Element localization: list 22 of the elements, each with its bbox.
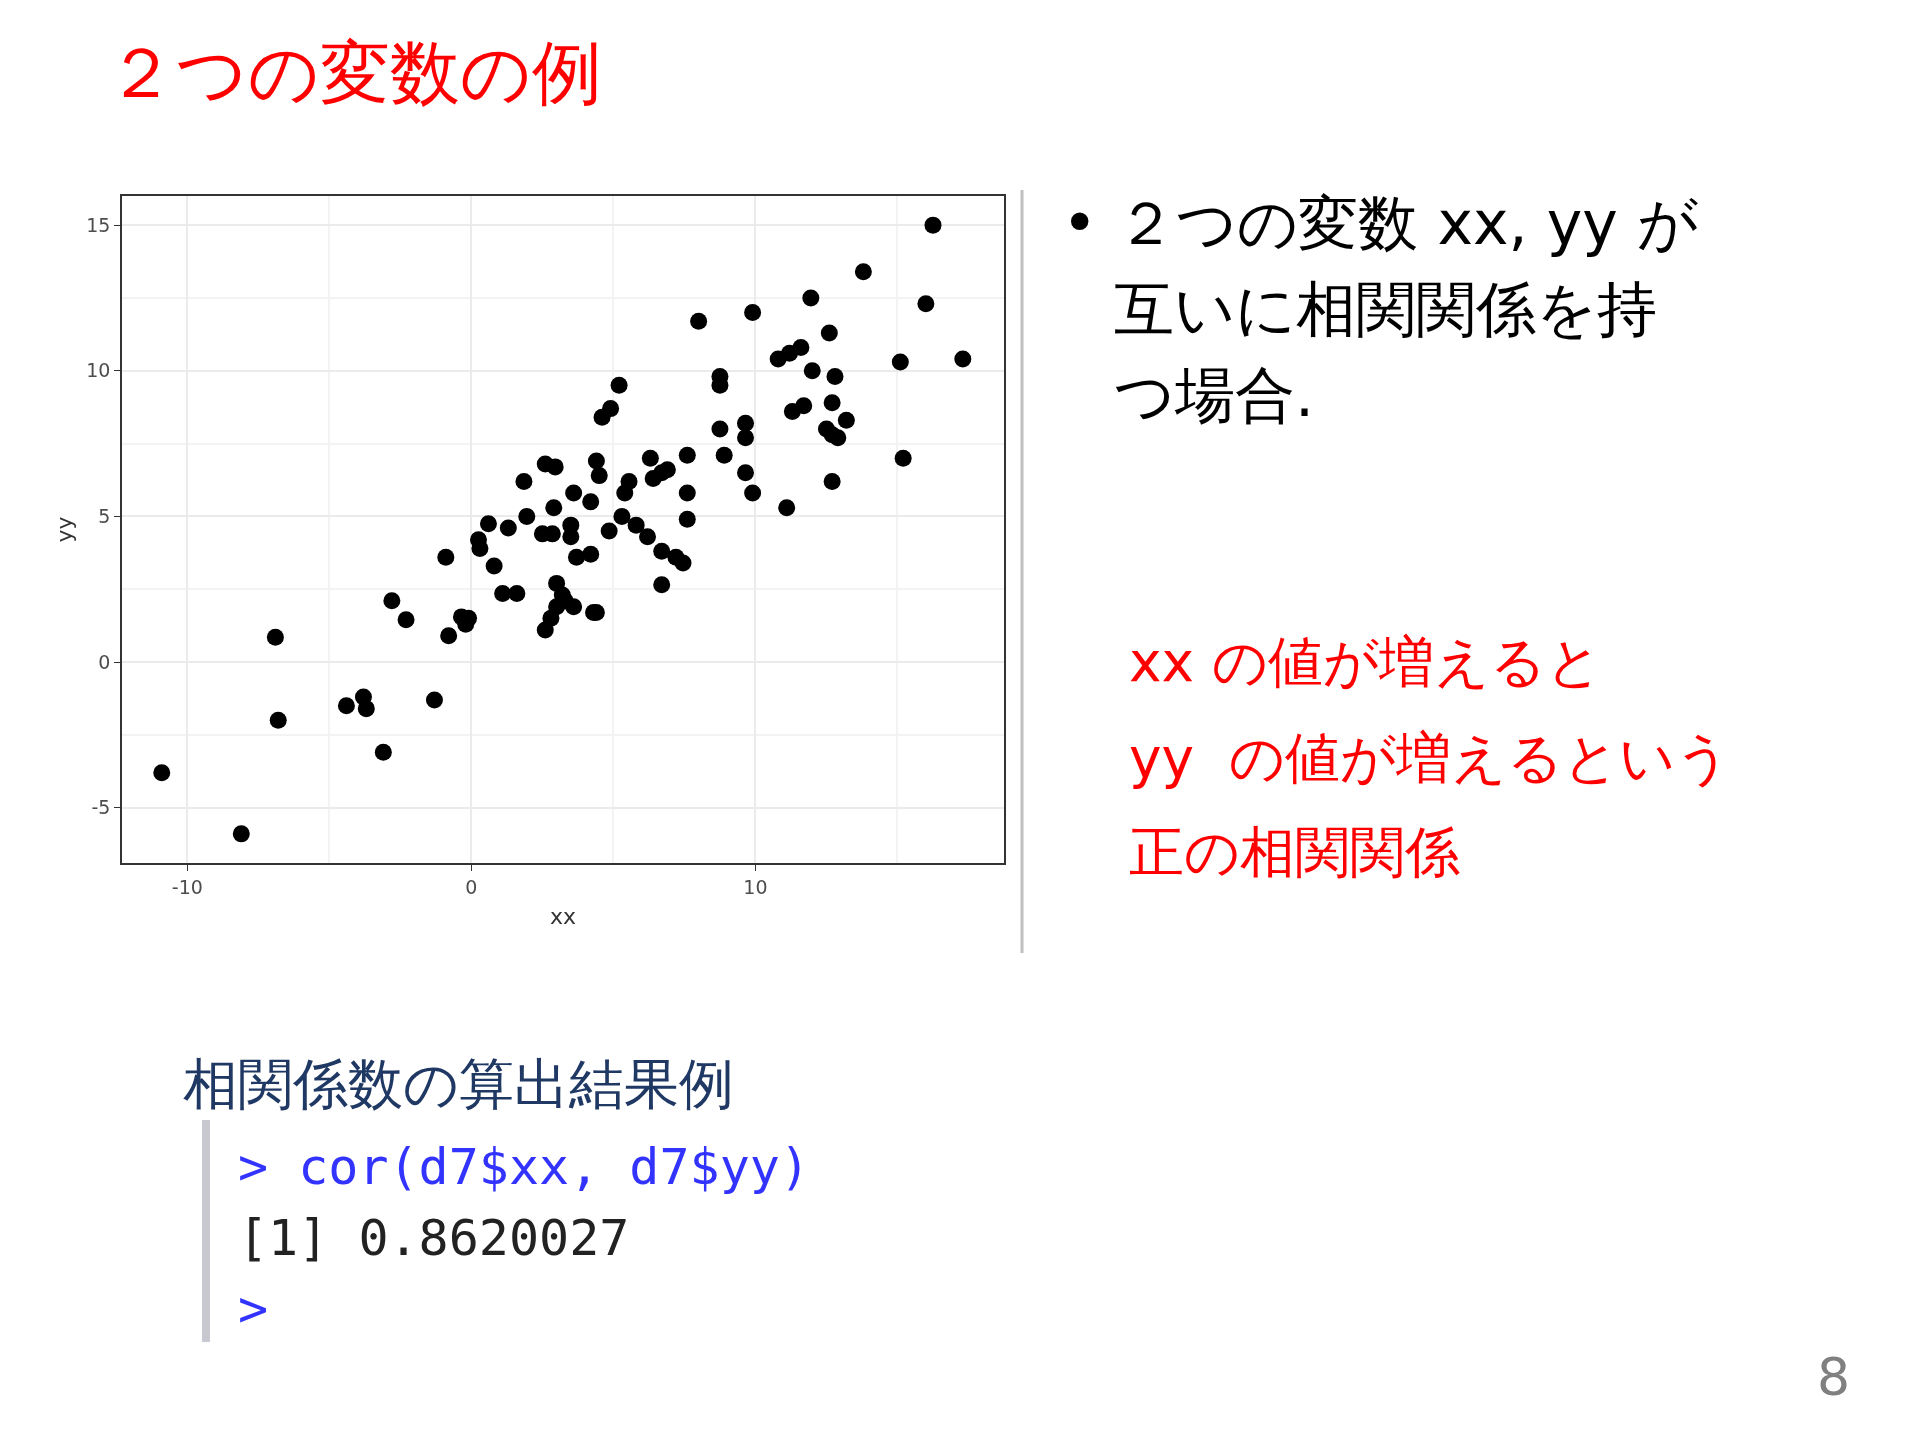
text: 相関係数の算出結果例 [183,1052,734,1116]
text: つ場合. [1114,360,1315,430]
x-tick-label: -10 [171,875,203,898]
y-tick-label: 5 [98,505,111,528]
text: 正の相関関係 [1129,820,1460,884]
x-axis-title: xx [549,903,577,929]
y-tick-label: 0 [98,650,111,673]
y-tick-label: -5 [91,796,111,819]
y-tick-label: 10 [86,359,111,382]
text: 互いに相関関係を持 [1114,274,1657,344]
y-axis-title: yy [51,516,77,543]
text: [1] 0.8620027 [238,1209,630,1267]
text: xx の値が増えると [1129,630,1602,694]
text: > [238,1280,269,1338]
text: yy の値が増えるという [1129,726,1732,790]
x-tick-label: 10 [743,875,768,898]
text: 8 [1817,1347,1851,1407]
text: • ２つの変数 xx, yy が [1062,188,1698,258]
text: > cor(d7$xx, d7$yy) [238,1138,810,1196]
chart-title: ２つの変数の例 [106,32,602,114]
x-tick-label: 0 [465,875,478,898]
y-tick-label: 15 [86,213,111,236]
